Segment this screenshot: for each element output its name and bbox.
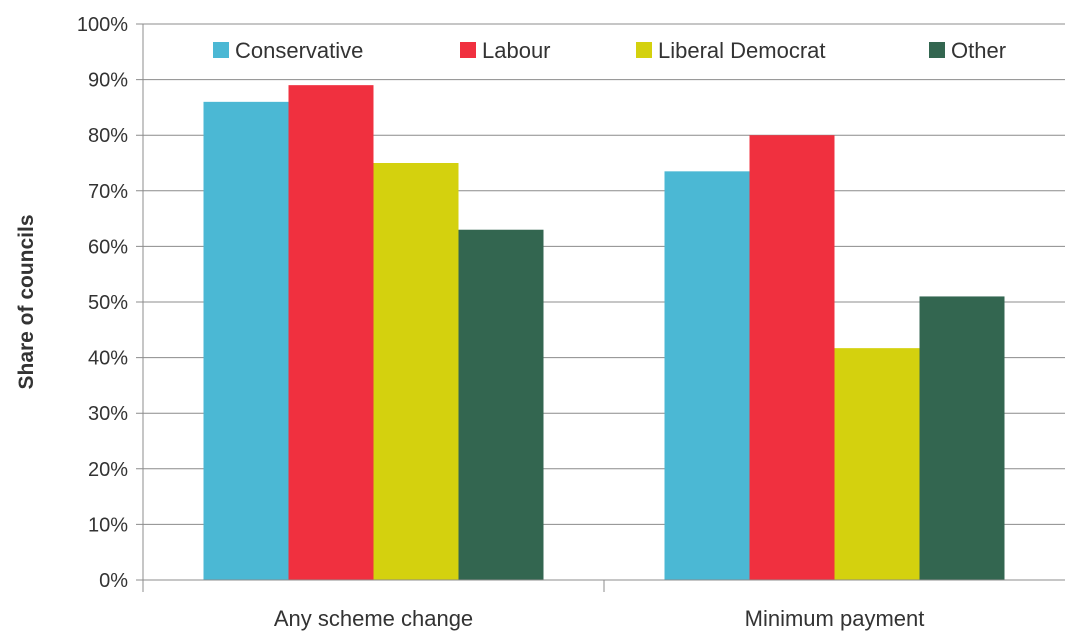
y-tick-label: 100%: [77, 14, 128, 36]
bar-conservative: [664, 171, 750, 580]
x-category-label: Minimum payment: [745, 606, 925, 631]
bar-labour: [749, 135, 835, 580]
legend-swatch: [213, 42, 229, 58]
x-category-label: Any scheme change: [274, 606, 473, 631]
y-tick-label: 90%: [88, 70, 128, 92]
bar-other: [458, 229, 544, 580]
bar-labour: [288, 85, 374, 580]
bar-liberal-democrat: [373, 163, 459, 580]
legend: Conservative Labour Liberal Democrat Other: [213, 38, 1006, 63]
legend-label: Conservative: [235, 38, 363, 63]
legend-label: Liberal Democrat: [658, 38, 826, 63]
legend-swatch: [929, 42, 945, 58]
y-tick-label: 40%: [88, 348, 128, 370]
axes: 0% 10% 20% 30% 40% 50% 60% 70% 80% 90% 100% Any sch…: [77, 14, 1065, 631]
bar-conservative: [203, 101, 289, 580]
y-tick-label: 60%: [88, 236, 128, 258]
y-tick-label: 70%: [88, 181, 128, 203]
bars: [203, 85, 1005, 580]
y-tick-label: 50%: [88, 292, 128, 314]
y-tick-label: 10%: [88, 514, 128, 536]
y-tick-label: 80%: [88, 125, 128, 147]
bar-liberal-democrat: [834, 348, 920, 580]
legend-swatch: [460, 42, 476, 58]
y-tick-label: 20%: [88, 459, 128, 481]
legend-label: Other: [951, 38, 1006, 63]
y-tick-label: 0%: [99, 570, 128, 592]
y-axis-title: Share of councils: [15, 214, 38, 389]
legend-swatch: [636, 42, 652, 58]
y-tick-label: 30%: [88, 403, 128, 425]
bar-other: [919, 296, 1005, 580]
legend-label: Labour: [482, 38, 551, 63]
